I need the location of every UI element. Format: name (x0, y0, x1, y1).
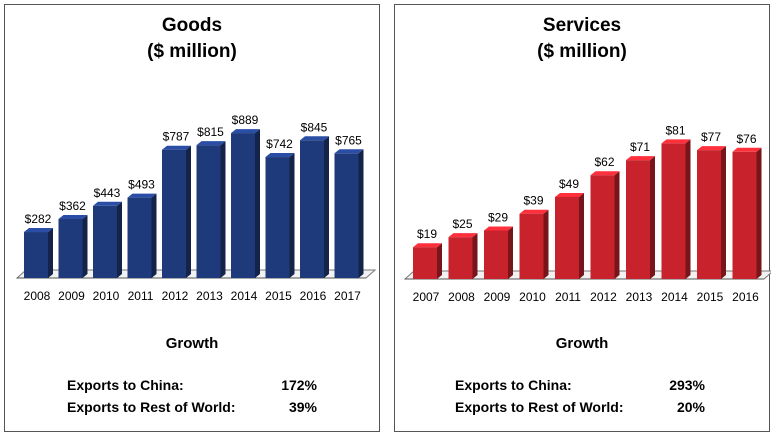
data-label: $76 (736, 132, 756, 146)
bar (334, 149, 364, 278)
growth-value: 172% (281, 377, 317, 393)
bar (413, 243, 442, 279)
chart-subtitle: ($ million) (147, 41, 237, 62)
growth-value: 20% (676, 399, 705, 415)
bar (519, 209, 549, 279)
bar (448, 233, 478, 279)
category-label: 2008 (448, 290, 475, 304)
growth-value: 293% (669, 377, 705, 393)
data-label: $62 (594, 155, 614, 169)
category-label: 2015 (697, 290, 724, 304)
bar (93, 201, 122, 278)
bar (231, 129, 260, 278)
category-label: 2016 (732, 290, 759, 304)
bar (162, 145, 191, 278)
bar (697, 146, 726, 279)
data-label: $493 (128, 178, 155, 192)
bar (732, 147, 762, 279)
data-label: $71 (630, 140, 650, 154)
chart-title: Goods (161, 15, 223, 36)
growth-row-china: Exports to China: 293% (455, 377, 705, 395)
category-label: 2007 (413, 290, 440, 304)
growth-label: Exports to Rest of World: (67, 399, 236, 415)
category-label: 2017 (334, 289, 361, 303)
data-label: $889 (232, 113, 259, 127)
bar (24, 228, 53, 278)
data-label: $787 (163, 130, 190, 144)
data-label: $815 (197, 125, 224, 139)
category-label: 2010 (519, 290, 546, 304)
category-label: 2009 (58, 289, 85, 303)
data-label: $282 (25, 212, 52, 226)
category-label: 2012 (162, 289, 189, 303)
bar (590, 171, 620, 279)
growth-value: 39% (288, 399, 317, 415)
bar (661, 139, 691, 279)
category-label: 2013 (626, 290, 653, 304)
category-label: 2012 (590, 290, 617, 304)
data-label: $443 (94, 186, 121, 200)
data-label: $77 (701, 130, 721, 144)
growth-title: Growth (165, 335, 219, 352)
growth-row-china: Exports to China: 172% (67, 377, 317, 395)
growth-label: Exports to China: (455, 377, 572, 393)
data-label: $49 (559, 177, 579, 191)
data-label: $29 (488, 210, 508, 224)
category-label: 2008 (24, 289, 51, 303)
category-label: 2011 (555, 290, 581, 304)
goods-bar-chart: $282 2008 $362 2009 $443 2010 $493 2011 $787 2012… (15, 113, 377, 303)
category-label: 2013 (196, 289, 223, 303)
data-label: $81 (665, 123, 685, 137)
bar (484, 226, 513, 279)
growth-label: Exports to China: (67, 377, 184, 393)
bar (300, 136, 329, 278)
category-label: 2009 (484, 290, 511, 304)
bar (626, 156, 655, 279)
category-label: 2015 (265, 289, 292, 303)
growth-row-rest-of-world: Exports to Rest of World: 20% (455, 399, 705, 417)
bar (58, 214, 88, 278)
data-label: $742 (266, 137, 293, 151)
growth-row-rest-of-world: Exports to Rest of World: 39% (67, 399, 317, 417)
category-label: 2011 (128, 289, 154, 303)
services-bar-chart: $19 2007 $25 2008 $29 2009 $39 2010 $49 2011 $62 20… (403, 123, 771, 304)
goods-panel: Goods ($ million) $282 2008 $362 2009 $443 20… (4, 4, 380, 432)
chart-title: Services (542, 15, 622, 36)
bar (196, 141, 226, 278)
data-label: $25 (452, 217, 472, 231)
data-label: $39 (523, 194, 543, 208)
data-label: $19 (417, 227, 437, 241)
chart-subtitle: ($ million) (537, 41, 627, 62)
category-label: 2014 (661, 290, 688, 304)
data-label: $362 (59, 199, 86, 213)
bar (555, 192, 584, 279)
category-label: 2014 (231, 289, 258, 303)
bar (127, 193, 157, 278)
growth-title: Growth (555, 335, 609, 352)
growth-label: Exports to Rest of World: (455, 399, 624, 415)
data-label: $845 (301, 120, 328, 134)
category-label: 2010 (93, 289, 120, 303)
category-label: 2016 (300, 289, 327, 303)
data-label: $765 (335, 133, 362, 147)
bar (265, 153, 295, 278)
services-panel: Services ($ million) $19 2007 $25 2008 $29 20… (394, 4, 771, 432)
